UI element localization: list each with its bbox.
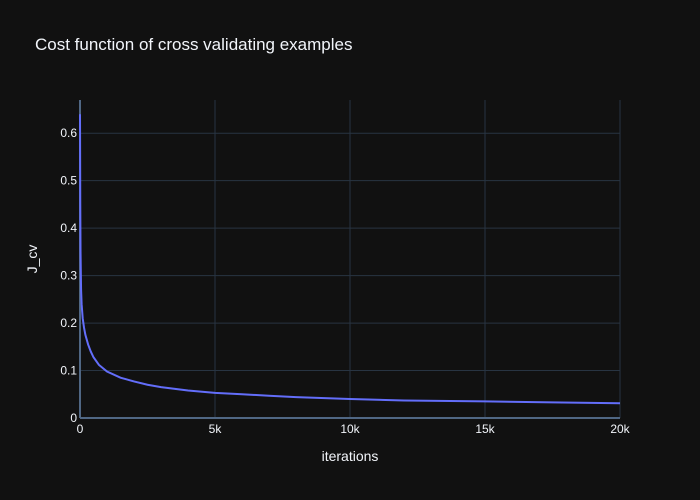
chart-title: Cost function of cross validating exampl… [35,35,353,54]
x-tick-label: 20k [610,422,630,436]
y-tick-label: 0.1 [60,364,77,378]
y-tick-label: 0.2 [60,316,77,330]
y-axis-title: J_cv [24,245,40,274]
y-tick-label: 0.3 [60,269,77,283]
y-axis-ticks: 0 0.1 0.2 0.3 0.4 0.5 0.6 [60,126,77,425]
y-tick-label: 0 [70,411,77,425]
y-tick-label: 0.5 [60,174,77,188]
x-axis-ticks: 0 5k 10k 15k 20k [77,422,631,436]
series-layer [79,114,621,405]
y-tick-label: 0.6 [60,126,77,140]
x-tick-label: 0 [77,422,84,436]
series-line [79,114,621,405]
x-tick-label: 15k [475,422,495,436]
x-axis-title: iterations [322,448,379,464]
x-tick-label: 10k [340,422,360,436]
y-tick-label: 0.4 [60,221,77,235]
gridlines [79,100,621,419]
x-tick-label: 5k [209,422,223,436]
